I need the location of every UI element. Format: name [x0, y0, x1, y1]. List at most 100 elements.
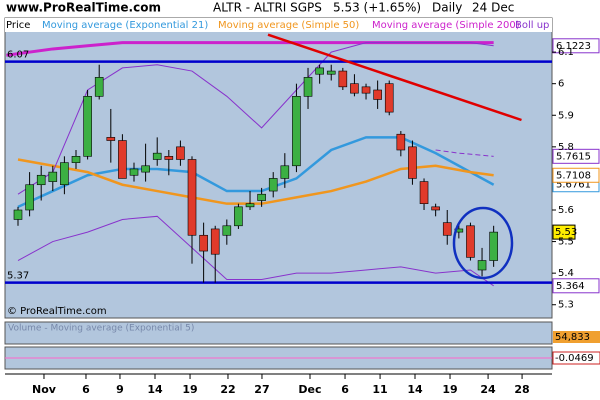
candle-body	[129, 168, 139, 176]
candle-body	[326, 70, 336, 75]
candle-body	[25, 184, 34, 211]
candle-body	[199, 234, 208, 252]
circle-annotation	[452, 206, 514, 280]
candle-body	[431, 206, 440, 211]
date: 24 Dec	[472, 1, 514, 15]
x-tick-label: 14	[147, 383, 163, 396]
candle-body	[408, 146, 417, 179]
candle-body	[303, 77, 313, 97]
y-tick-label: 6.1	[558, 47, 574, 58]
copyright: © ProRealTime.com	[7, 306, 107, 317]
x-tick-label: 9	[116, 383, 124, 396]
candle-body	[419, 181, 429, 204]
candle-body	[245, 203, 255, 208]
end-label: 5.6761	[556, 180, 591, 191]
candle-body	[477, 260, 487, 271]
candle-body	[94, 77, 104, 97]
candle-body	[152, 152, 162, 160]
candle-body	[350, 83, 359, 94]
indicator-badge	[552, 351, 600, 365]
legend-entry: Moving average (Simple 50)	[218, 20, 359, 31]
x-tick-label: 27	[254, 383, 269, 396]
candle-body	[71, 156, 81, 163]
y-tick-label: 5.3	[558, 300, 574, 311]
x-tick-label: 19	[182, 383, 197, 396]
candle-body	[315, 67, 324, 75]
x-tick-label: 6	[341, 383, 349, 396]
overlay: 6.07 5.37 Price Moving average (Exponential…	[6, 20, 600, 317]
volume-value: 54,833	[555, 332, 590, 343]
candle-body	[210, 228, 220, 255]
candle-body	[13, 209, 23, 220]
x-tick-label: Nov	[32, 383, 57, 396]
y-tick-label: 5.5	[558, 237, 574, 248]
end-label: 5.7108	[556, 170, 591, 181]
candle-body	[60, 162, 69, 186]
y-tick-label: 5.8	[558, 142, 574, 153]
candle-body	[396, 133, 406, 151]
trendline	[267, 33, 522, 122]
candle-body	[489, 231, 498, 261]
candle-body	[442, 222, 452, 236]
plot	[5, 33, 552, 287]
quote: 5.53 (+1.65%)	[333, 1, 421, 15]
candle-body	[292, 96, 301, 167]
volume-badge	[553, 331, 600, 343]
x-tick-label: 28	[514, 383, 529, 396]
candle-body	[361, 86, 371, 94]
candle-body	[141, 165, 150, 173]
candle-body	[373, 89, 382, 100]
x-tick-label: 6	[82, 383, 90, 396]
candle-body	[222, 225, 232, 236]
volume-label: Volume - Moving average (Exponential 5)	[8, 324, 194, 334]
x-tick-label: 22	[220, 383, 235, 396]
price-label: 5.53	[555, 227, 577, 238]
candle-body	[234, 206, 243, 227]
site-name: www.ProRealTime.com	[6, 1, 161, 15]
y-tick-label: 5.9	[558, 110, 574, 121]
y-tick-label: 5.4	[558, 268, 574, 279]
end-label: 5.364	[556, 281, 585, 292]
candle-body	[48, 171, 58, 182]
y-tick-label: 6	[558, 79, 564, 90]
period: Daily	[432, 1, 462, 15]
end-label: 6.1223	[556, 41, 591, 52]
end-label: 5.7615	[556, 151, 591, 162]
candle-body	[280, 165, 290, 179]
end-label-box	[552, 148, 600, 164]
y-tick-label: 5.6	[558, 205, 574, 216]
x-tick-label: 19	[442, 383, 457, 396]
candle-body	[176, 146, 185, 160]
end-label-box	[552, 167, 600, 183]
legend-entry: Moving average (Simple 200)	[372, 20, 520, 31]
legend-entry: Boll up	[515, 20, 549, 31]
candle-body	[83, 96, 92, 157]
candle-body	[338, 70, 348, 88]
level-label: 5.37	[7, 271, 29, 282]
candle-body	[118, 140, 127, 179]
indicator-line	[17, 215, 494, 287]
candle-body	[466, 225, 475, 258]
end-label-box	[552, 278, 600, 294]
legend-price: Price	[6, 20, 30, 31]
candle-body	[187, 159, 197, 236]
candle-body	[384, 83, 394, 113]
legend-entry: Moving average (Exponential 21)	[42, 20, 208, 31]
candle-body	[36, 174, 46, 186]
candle-body	[106, 137, 116, 141]
x-tick-label: 14	[407, 383, 423, 396]
x-tick-label: 24	[480, 383, 496, 396]
x-tick-label: 11	[372, 383, 387, 396]
level-label: 6.07	[7, 50, 29, 61]
indicator-value: -0.0469	[555, 353, 594, 364]
end-label-box	[552, 38, 600, 54]
candle-body	[164, 156, 174, 160]
candle-body	[268, 178, 278, 192]
chart-title: ALTR - ALTRI SGPS	[213, 1, 322, 15]
legend-strip	[5, 18, 552, 32]
x-tick-label: Dec	[298, 383, 321, 396]
volume-panel	[4, 321, 553, 345]
candle-body	[257, 193, 266, 201]
price-label-box	[552, 224, 576, 240]
